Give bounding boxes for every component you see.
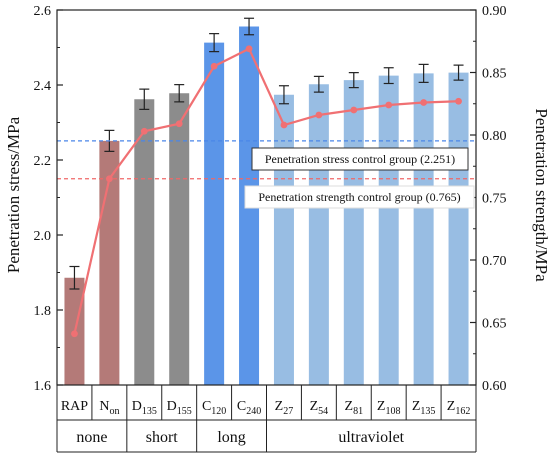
y2-tick-label: 0.85 <box>482 67 507 82</box>
category-label: C240 <box>237 399 261 417</box>
category-label: Non <box>99 399 119 417</box>
bar <box>344 80 364 385</box>
category-label: RAP <box>61 399 88 414</box>
y-tick-label: 1.8 <box>34 304 52 319</box>
y-tick-label: 1.6 <box>34 379 52 394</box>
category-label: D135 <box>132 399 157 417</box>
y2-tick-label: 0.60 <box>482 379 507 394</box>
bar <box>449 73 469 385</box>
bar <box>274 95 294 385</box>
category-label: Z27 <box>275 399 294 417</box>
category-label: Z54 <box>310 399 329 417</box>
strength-point <box>141 128 148 135</box>
strength-point <box>281 122 288 129</box>
group-label: ultraviolet <box>338 429 404 446</box>
strength-point <box>315 112 322 119</box>
y2-tick-label: 0.65 <box>482 317 507 332</box>
y-tick-label: 2.4 <box>34 79 52 94</box>
y2-tick-label: 0.70 <box>482 254 507 269</box>
y2-tick-label: 0.80 <box>482 129 507 144</box>
bar <box>169 93 189 385</box>
category-label: D155 <box>167 399 192 417</box>
strength-point <box>71 330 78 337</box>
bar <box>204 43 224 385</box>
reference-line-label: Penetration stress control group (2.251) <box>265 152 455 166</box>
bar <box>309 84 329 385</box>
strength-point <box>350 107 357 114</box>
group-label: long <box>217 429 245 446</box>
y-tick-label: 2.2 <box>34 154 52 169</box>
category-label: Z162 <box>447 399 471 417</box>
strength-point <box>176 120 183 127</box>
y-tick-label: 2.0 <box>34 229 52 244</box>
y2-tick-label: 0.90 <box>482 4 507 19</box>
strength-point <box>211 63 218 70</box>
category-label: Z81 <box>345 399 364 417</box>
y-tick-label: 2.6 <box>34 4 52 19</box>
group-label: none <box>76 429 107 446</box>
strength-point <box>106 175 113 182</box>
category-label: Z135 <box>412 399 436 417</box>
strength-point <box>420 99 427 106</box>
category-label: Z108 <box>377 399 401 417</box>
reference-line-label: Penetration strength control group (0.76… <box>258 190 460 204</box>
strength-point <box>385 102 392 109</box>
y2-axis-title: Penetration strength/MPa <box>532 108 550 282</box>
y-axis-title: Penetration stress/MPa <box>4 116 23 273</box>
group-label: short <box>146 429 179 446</box>
bar <box>414 73 434 385</box>
strength-point <box>455 98 462 105</box>
strength-point <box>246 45 253 52</box>
y2-tick-label: 0.75 <box>482 192 507 207</box>
bar <box>379 76 399 385</box>
category-label: C120 <box>202 399 226 417</box>
